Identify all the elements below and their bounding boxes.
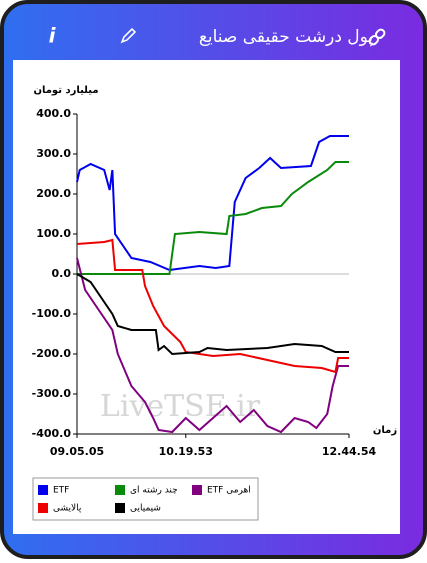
legend-label: چند رشته ای <box>130 486 178 496</box>
x-tick-label: 09.05.05 <box>50 445 104 458</box>
series-line <box>77 161 349 275</box>
legend-label: شیمیایی <box>130 504 161 514</box>
y-tick-label: 100.0 <box>36 227 71 240</box>
series-line <box>76 273 349 356</box>
y-tick-label: 0.0 <box>52 267 72 280</box>
x-tick-label: 10.19.53 <box>159 445 213 458</box>
y-axis-label: میلیارد تومان <box>33 85 98 96</box>
legend-label: پالایشی <box>53 504 82 514</box>
series-line <box>76 238 349 374</box>
legend-swatch <box>115 485 125 495</box>
y-tick-label: -100.0 <box>32 307 72 320</box>
link-icon[interactable] <box>368 28 386 46</box>
x-tick-label: 12.44.54 <box>322 445 377 458</box>
y-tick-label: 300.0 <box>36 147 71 160</box>
legend <box>32 477 259 521</box>
legend-swatch <box>192 485 202 495</box>
legend-label: ETF <box>53 486 69 496</box>
y-tick-label: -200.0 <box>32 347 72 360</box>
header-title: پول درشت حقیقی صنایع <box>199 27 374 47</box>
edit-icon[interactable] <box>120 27 137 44</box>
legend-swatch <box>38 503 48 513</box>
series-line <box>76 257 349 434</box>
watermark: LiveTSE.ir <box>100 389 261 424</box>
x-axis-label: زمان <box>373 425 397 436</box>
info-button[interactable]: i <box>49 24 57 48</box>
y-tick-label: 200.0 <box>36 187 71 200</box>
y-tick-label: -400.0 <box>32 427 72 440</box>
series-line <box>76 135 349 272</box>
chart: LiveTSE.ir میلیارد تومان زمان 400.0 300.0 200… <box>32 85 397 521</box>
y-tick-label: 400.0 <box>36 107 71 120</box>
legend-swatch <box>115 503 125 513</box>
legend-swatch <box>38 485 48 495</box>
legend-label: ETF اهرمی <box>207 486 251 496</box>
card <box>13 60 400 534</box>
y-tick-label: -300.0 <box>32 387 72 400</box>
